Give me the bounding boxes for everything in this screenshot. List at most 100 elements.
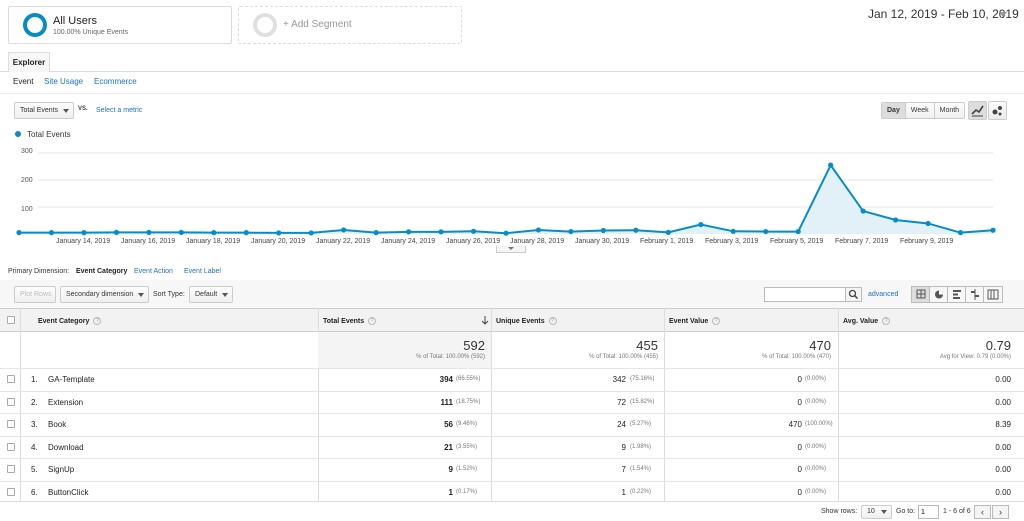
- row-unique-events-pct: (1.54%): [630, 466, 652, 472]
- row-total-events: 111: [440, 398, 453, 407]
- row-event-category-link[interactable]: ButtonClick: [48, 488, 89, 497]
- x-tick-label: January 20, 2019: [251, 238, 306, 245]
- comparison-icon: [971, 289, 979, 300]
- row-event-category-link[interactable]: Extension: [48, 398, 84, 407]
- comparison-view-button[interactable]: [966, 287, 984, 302]
- data-point: [600, 227, 607, 234]
- row-index: 2.: [31, 398, 38, 407]
- row-avg-value: 0.00: [995, 465, 1011, 474]
- pie-view-button[interactable]: [930, 287, 948, 302]
- data-point: [828, 162, 834, 168]
- tab-explorer[interactable]: Explorer: [8, 52, 50, 72]
- row-checkbox[interactable]: [7, 443, 15, 451]
- performance-view-button[interactable]: [948, 287, 966, 302]
- chevron-down-icon[interactable]: [999, 12, 1007, 17]
- table-row: 2. Extension 111 (18.75%) 72 (15.82%) 0 (0.00%)…: [0, 391, 1024, 413]
- header-label: Event Category: [38, 317, 90, 325]
- segment-all-users[interactable]: All Users 100.00% Unique Events: [8, 6, 232, 44]
- help-icon[interactable]: ?: [93, 317, 102, 325]
- row-unique-events: 7: [621, 465, 626, 474]
- next-page-button[interactable]: ›: [992, 505, 1009, 519]
- row-checkbox[interactable]: [7, 465, 15, 473]
- add-segment-button[interactable]: + Add Segment: [238, 6, 462, 44]
- search-button[interactable]: [845, 287, 862, 302]
- data-point: [16, 230, 22, 236]
- unique-events-sub: % of Total: 100.00% (455): [589, 354, 658, 360]
- dimension-event-category[interactable]: Event Category: [76, 268, 128, 275]
- show-rows-select[interactable]: 10: [861, 505, 892, 519]
- data-point: [535, 227, 542, 233]
- header-avg-value[interactable]: Avg. Value?: [843, 317, 891, 325]
- advanced-filter-link[interactable]: advanced: [868, 291, 899, 298]
- goto-page-input[interactable]: [918, 505, 939, 519]
- row-event-category-link[interactable]: SignUp: [48, 465, 75, 474]
- granularity-week-button[interactable]: Week: [905, 103, 935, 118]
- column-divider: [491, 308, 492, 501]
- row-unique-events: 24: [617, 420, 626, 429]
- subtab-site-usage[interactable]: Site Usage: [44, 77, 84, 86]
- header-event-value[interactable]: Event Value?: [669, 317, 721, 325]
- row-checkbox[interactable]: [7, 398, 15, 406]
- row-event-value-pct: (0.00%): [805, 466, 827, 472]
- show-rows-value: 10: [867, 508, 875, 515]
- table-view-button[interactable]: [912, 287, 930, 302]
- row-event-category-link[interactable]: GA-Template: [48, 375, 95, 384]
- help-icon[interactable]: ?: [368, 317, 377, 325]
- header-total-events[interactable]: Total Events?: [323, 317, 377, 325]
- dimension-event-label[interactable]: Event Label: [184, 268, 221, 275]
- table-search-input[interactable]: [764, 287, 846, 302]
- x-tick-label: January 22, 2019: [316, 238, 371, 245]
- header-event-category[interactable]: Event Category?: [38, 317, 102, 325]
- pivot-view-button[interactable]: [984, 287, 1002, 302]
- motion-chart-button[interactable]: [988, 101, 1007, 120]
- sort-type-select[interactable]: Default: [189, 286, 233, 303]
- row-event-category-link[interactable]: Book: [48, 420, 67, 429]
- data-point: [795, 228, 801, 235]
- subtab-event[interactable]: Event: [13, 77, 34, 86]
- event-value-sub: % of Total: 100.00% (470): [762, 354, 831, 360]
- column-divider: [664, 308, 665, 501]
- row-checkbox[interactable]: [7, 420, 15, 428]
- select-metric-link[interactable]: Select a metric: [96, 107, 143, 114]
- row-unique-events: 9: [621, 443, 626, 452]
- chart-resize-handle[interactable]: [496, 246, 526, 253]
- x-tick-label: January 26, 2019: [446, 238, 501, 245]
- row-event-value-pct: (0.00%): [805, 376, 827, 382]
- row-event-value: 470: [788, 420, 802, 429]
- help-icon[interactable]: ?: [712, 317, 721, 325]
- row-index: 4.: [31, 443, 38, 452]
- metric-select[interactable]: Total Events: [14, 102, 74, 119]
- help-icon[interactable]: ?: [548, 317, 557, 325]
- subtab-ecommerce[interactable]: Ecommerce: [94, 77, 137, 86]
- prev-page-button[interactable]: ‹: [974, 505, 991, 519]
- header-unique-events[interactable]: Unique Events?: [496, 317, 557, 325]
- date-range-picker[interactable]: Jan 12, 2019 - Feb 10, 2019: [868, 7, 1019, 21]
- table-row: 6. ButtonClick 1 (0.17%) 1 (0.22%) 0 (0.00%) 0.0…: [0, 481, 1024, 503]
- row-avg-value: 8.39: [995, 420, 1011, 429]
- grid-icon: [916, 289, 926, 299]
- data-point: [438, 229, 444, 235]
- sort-type-value: Default: [195, 291, 218, 298]
- caret-down-icon: [222, 293, 228, 297]
- granularity-day-button[interactable]: Day: [882, 103, 906, 118]
- secondary-dimension-select[interactable]: Secondary dimension: [60, 286, 149, 303]
- x-tick-label: January 30, 2019: [575, 238, 630, 245]
- granularity-month-button[interactable]: Month: [934, 103, 965, 118]
- data-point: [503, 230, 509, 236]
- sort-down-arrow-icon: [481, 316, 489, 325]
- line-chart-button[interactable]: [968, 101, 987, 120]
- add-segment-label: + Add Segment: [283, 19, 352, 30]
- select-all-checkbox[interactable]: [7, 316, 15, 324]
- dimension-event-action[interactable]: Event Action: [134, 268, 173, 275]
- help-icon[interactable]: ?: [882, 317, 891, 325]
- data-point: [178, 229, 184, 235]
- row-avg-value: 0.00: [995, 375, 1011, 384]
- data-point: [146, 229, 152, 235]
- row-index: 6.: [31, 488, 38, 497]
- plot-rows-button[interactable]: Plot Rows: [14, 286, 56, 303]
- row-event-category-link[interactable]: Download: [48, 443, 84, 452]
- row-checkbox[interactable]: [7, 488, 15, 496]
- row-checkbox[interactable]: [7, 375, 15, 383]
- y-tick-100: 100: [21, 206, 33, 213]
- x-tick-label: January 16, 2019: [121, 238, 176, 245]
